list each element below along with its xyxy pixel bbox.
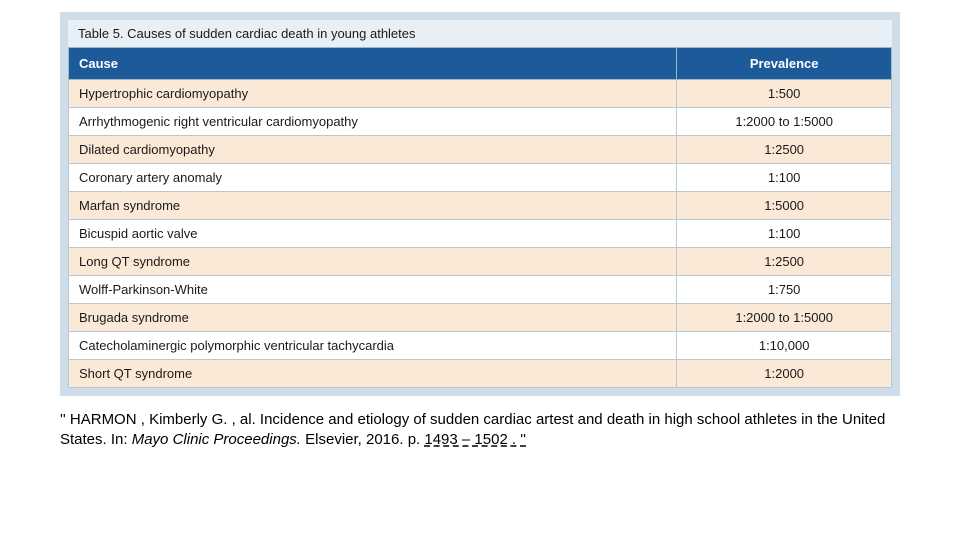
cell-prevalence: 1:2500 xyxy=(677,248,892,276)
table-row: Hypertrophic cardiomyopathy1:500 xyxy=(69,80,892,108)
table-row: Arrhythmogenic right ventricular cardiom… xyxy=(69,108,892,136)
cell-prevalence: 1:750 xyxy=(677,276,892,304)
citation-middle: Elsevier, 2016. p. xyxy=(301,431,424,448)
slide-content: Table 5. Causes of sudden cardiac death … xyxy=(0,0,960,451)
table-row: Dilated cardiomyopathy1:2500 xyxy=(69,136,892,164)
table-row: Coronary artery anomaly1:100 xyxy=(69,164,892,192)
col-header-prevalence: Prevalence xyxy=(677,48,892,80)
citation-pages: 1493 – 1502 . '' xyxy=(424,431,526,448)
cell-cause: Hypertrophic cardiomyopathy xyxy=(69,80,677,108)
causes-table: Cause Prevalence Hypertrophic cardiomyop… xyxy=(68,47,892,388)
table-row: Wolff-Parkinson-White1:750 xyxy=(69,276,892,304)
cell-prevalence: 1:500 xyxy=(677,80,892,108)
citation-journal: Mayo Clinic Proceedings. xyxy=(132,431,301,448)
table-row: Short QT syndrome1:2000 xyxy=(69,360,892,388)
cell-cause: Arrhythmogenic right ventricular cardiom… xyxy=(69,108,677,136)
cell-cause: Bicuspid aortic valve xyxy=(69,220,677,248)
table-row: Marfan syndrome1:5000 xyxy=(69,192,892,220)
cell-cause: Brugada syndrome xyxy=(69,304,677,332)
cell-cause: Dilated cardiomyopathy xyxy=(69,136,677,164)
cell-prevalence: 1:5000 xyxy=(677,192,892,220)
citation-text: '' HARMON , Kimberly G. , al. Incidence … xyxy=(60,410,900,451)
table-row: Long QT syndrome1:2500 xyxy=(69,248,892,276)
col-header-cause: Cause xyxy=(69,48,677,80)
cell-prevalence: 1:10,000 xyxy=(677,332,892,360)
cell-cause: Short QT syndrome xyxy=(69,360,677,388)
cell-prevalence: 1:2000 xyxy=(677,360,892,388)
cell-cause: Catecholaminergic polymorphic ventricula… xyxy=(69,332,677,360)
cell-cause: Marfan syndrome xyxy=(69,192,677,220)
table-row: Catecholaminergic polymorphic ventricula… xyxy=(69,332,892,360)
table-panel: Table 5. Causes of sudden cardiac death … xyxy=(60,12,900,396)
cell-prevalence: 1:100 xyxy=(677,220,892,248)
table-row: Bicuspid aortic valve1:100 xyxy=(69,220,892,248)
cell-cause: Coronary artery anomaly xyxy=(69,164,677,192)
table-header-row: Cause Prevalence xyxy=(69,48,892,80)
cell-cause: Wolff-Parkinson-White xyxy=(69,276,677,304)
table-row: Brugada syndrome1:2000 to 1:5000 xyxy=(69,304,892,332)
cell-prevalence: 1:2000 to 1:5000 xyxy=(677,108,892,136)
table-title: Table 5. Causes of sudden cardiac death … xyxy=(68,20,892,47)
cell-prevalence: 1:2500 xyxy=(677,136,892,164)
cell-prevalence: 1:100 xyxy=(677,164,892,192)
cell-cause: Long QT syndrome xyxy=(69,248,677,276)
cell-prevalence: 1:2000 to 1:5000 xyxy=(677,304,892,332)
